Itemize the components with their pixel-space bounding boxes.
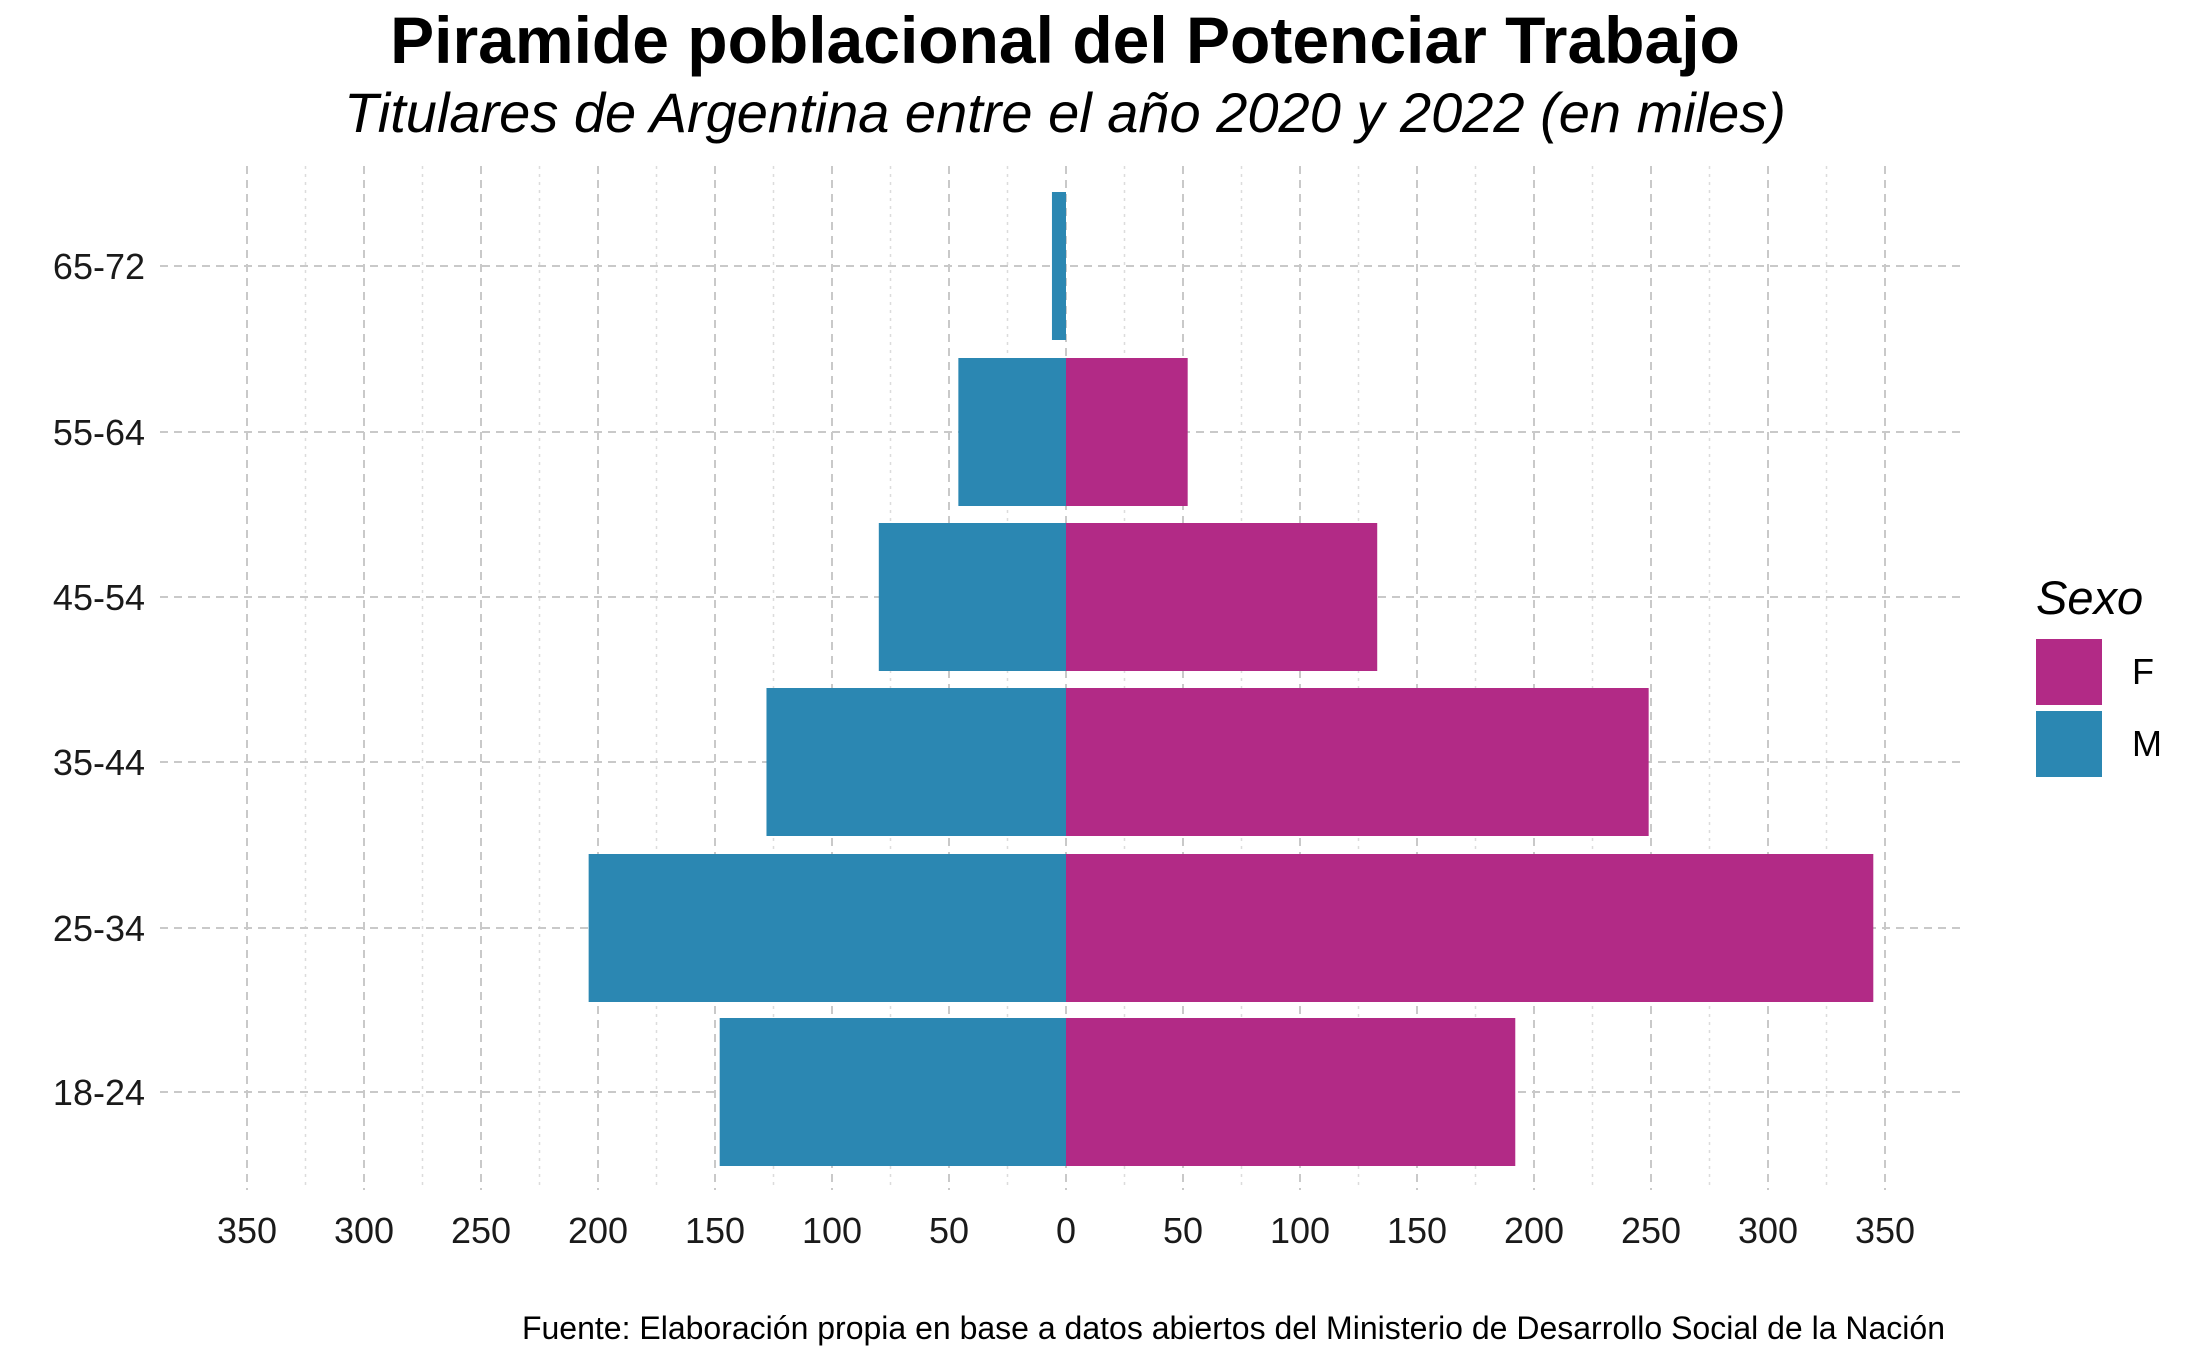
bar-m-45-54 [878, 523, 1066, 671]
bar-f-25-34 [1066, 854, 1874, 1002]
x-tick-label: 350 [217, 1210, 277, 1251]
x-axis-labels: 350 300 250 200 150 100 50 0 50 100 150 200 250 300 35… [217, 1210, 1915, 1251]
x-tick-label: 100 [1270, 1210, 1330, 1251]
x-tick-label: 300 [334, 1210, 394, 1251]
y-tick-label: 18-24 [53, 1072, 145, 1113]
x-tick-label: 50 [1163, 1210, 1203, 1251]
bar-f-45-54 [1066, 523, 1378, 671]
x-tick-label: 100 [802, 1210, 862, 1251]
bar-m-55-64 [958, 358, 1066, 506]
legend: Sexo F M [2036, 570, 2162, 783]
x-tick-label: 150 [685, 1210, 745, 1251]
legend-label-m: M [2132, 723, 2162, 764]
x-tick-label: 200 [1504, 1210, 1564, 1251]
legend-label-f: F [2132, 651, 2154, 692]
x-tick-label: 150 [1387, 1210, 1447, 1251]
y-tick-label: 45-54 [53, 577, 145, 618]
y-tick-label: 55-64 [53, 412, 145, 453]
bar-f-18-24 [1066, 1018, 1516, 1166]
legend-item-f: F [2036, 639, 2162, 705]
x-tick-label: 250 [451, 1210, 511, 1251]
bars [588, 192, 1874, 1166]
bar-m-35-44 [766, 688, 1066, 836]
y-tick-label: 35-44 [53, 742, 145, 783]
bar-m-25-34 [588, 854, 1066, 1002]
chart-title: Piramide poblacional del Potenciar Traba… [390, 3, 1740, 77]
x-tick-label: 0 [1056, 1210, 1076, 1251]
y-tick-label: 25-34 [53, 908, 145, 949]
x-tick-label: 200 [568, 1210, 628, 1251]
x-tick-label: 350 [1855, 1210, 1915, 1251]
bar-f-35-44 [1066, 688, 1649, 836]
bar-m-18-24 [719, 1018, 1066, 1166]
chart-caption: Fuente: Elaboración propia en base a dat… [521, 1310, 1945, 1346]
bar-m-65-72 [1051, 192, 1066, 340]
legend-swatch-m [2036, 711, 2102, 777]
y-tick-label: 65-72 [53, 246, 145, 287]
legend-title: Sexo [2036, 571, 2144, 624]
y-axis-labels: 18-24 25-34 35-44 45-54 55-64 65-72 [53, 246, 145, 1113]
legend-item-m: M [2036, 711, 2162, 777]
x-tick-label: 250 [1621, 1210, 1681, 1251]
legend-swatch-f [2036, 639, 2102, 705]
x-tick-label: 50 [929, 1210, 969, 1251]
x-tick-label: 300 [1738, 1210, 1798, 1251]
bar-f-55-64 [1066, 358, 1188, 506]
chart-subtitle: Titulares de Argentina entre el año 2020… [344, 81, 1786, 144]
